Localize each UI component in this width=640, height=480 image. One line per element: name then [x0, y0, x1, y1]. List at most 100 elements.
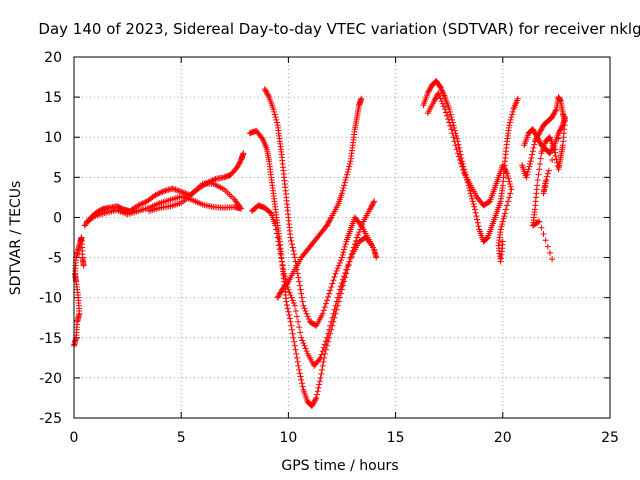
x-axis-label: GPS time / hours [281, 458, 398, 474]
y-tick-label: -10 [39, 291, 62, 307]
data-point [535, 136, 542, 143]
data-point [436, 83, 443, 90]
data-point [209, 177, 216, 184]
data-point [296, 278, 303, 285]
data-point [370, 199, 377, 206]
data-point [371, 198, 378, 205]
data-point [281, 270, 288, 277]
data-point [339, 251, 346, 258]
series-second-spike [261, 86, 380, 329]
data-point [534, 135, 541, 142]
data-point [552, 146, 559, 153]
data-point [329, 314, 336, 321]
data-point [323, 297, 330, 304]
data-point [294, 358, 301, 365]
y-tick-label: 20 [44, 50, 62, 66]
data-point [541, 187, 548, 194]
data-point [235, 162, 242, 169]
data-point [534, 134, 541, 141]
data-point [348, 253, 355, 260]
data-point [286, 289, 293, 296]
data-point [287, 291, 294, 298]
data-point [537, 155, 544, 162]
data-point [459, 163, 466, 170]
data-point [318, 351, 325, 358]
data-point [332, 302, 339, 309]
data-point [536, 138, 543, 145]
data-point [529, 148, 536, 155]
data-point [547, 148, 554, 155]
chart-title: Day 140 of 2023, Sidereal Day-to-day VTE… [38, 20, 640, 38]
data-point [317, 354, 324, 361]
data-point [460, 166, 467, 173]
data-point [536, 218, 543, 225]
data-point [296, 366, 303, 373]
data-point [283, 281, 290, 288]
data-point [286, 315, 293, 322]
data-point [544, 170, 551, 177]
data-point [313, 391, 320, 398]
y-tick-label: 10 [44, 130, 62, 146]
y-tick-label: -5 [48, 251, 62, 267]
data-point [545, 167, 552, 174]
data-point [326, 290, 333, 297]
data-point [296, 324, 303, 331]
data-point [343, 266, 350, 273]
data-point [468, 193, 475, 200]
data-point [346, 163, 353, 170]
data-point [549, 256, 556, 263]
data-point [526, 163, 533, 170]
data-point [330, 277, 337, 284]
data-point [530, 144, 537, 151]
data-point [274, 294, 281, 301]
data-point [91, 213, 98, 220]
data-point [295, 362, 302, 369]
data-point [447, 122, 454, 129]
data-point [287, 318, 294, 325]
data-point [537, 127, 544, 134]
data-point [323, 334, 330, 341]
x-tick-label: 0 [70, 430, 79, 446]
data-point [298, 380, 305, 387]
data-point [298, 290, 305, 297]
data-point [546, 249, 553, 256]
series-mid-branches [248, 202, 376, 369]
data-point [524, 168, 531, 175]
data-point [265, 92, 272, 99]
data-point [156, 189, 163, 196]
data-point [295, 318, 302, 325]
data-point [544, 136, 551, 143]
data-point [445, 116, 452, 123]
data-point [334, 265, 341, 272]
data-point [273, 226, 280, 233]
data-point [469, 198, 476, 205]
data-point [452, 142, 459, 149]
data-point [319, 310, 326, 317]
data-point [367, 241, 374, 248]
x-tick-label: 10 [279, 430, 297, 446]
data-point [446, 119, 453, 126]
data-point [548, 147, 555, 154]
data-point [546, 150, 553, 157]
data-point [514, 95, 521, 102]
data-point [279, 262, 286, 269]
data-point [318, 366, 325, 373]
data-point [283, 302, 290, 309]
data-point [539, 124, 546, 131]
data-point [341, 179, 348, 186]
data-point [315, 384, 322, 391]
data-point [543, 137, 550, 144]
data-point [536, 166, 543, 173]
data-point [508, 186, 515, 193]
data-point [155, 190, 162, 197]
data-point [441, 106, 448, 113]
data-point [325, 330, 332, 337]
data-point [523, 174, 530, 181]
data-point [549, 144, 556, 151]
data-point [80, 262, 87, 269]
data-point [507, 183, 514, 190]
data-point [301, 305, 308, 312]
data-point [368, 203, 375, 210]
data-point [298, 294, 305, 301]
data-point [541, 183, 548, 190]
